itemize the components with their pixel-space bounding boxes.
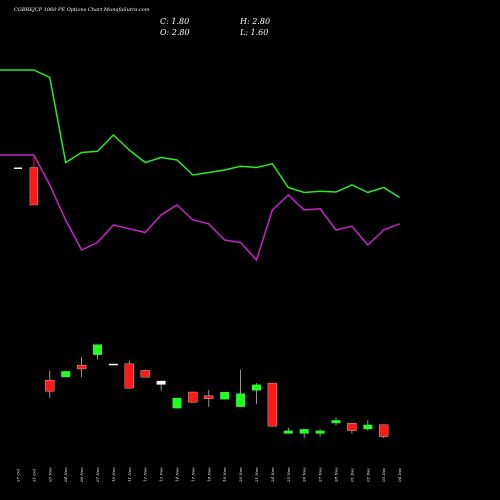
volume-candle [220,392,230,400]
green-line [0,69,400,199]
x-tick-label: 31 Oct [31,468,36,482]
close-value: C: 1.80 [160,17,189,26]
magenta-line [0,154,400,262]
x-tick-label: 27 Nov [318,467,323,483]
volume-candle [108,363,118,366]
volume-candle [315,430,325,434]
volume-candle [379,424,389,437]
x-tick-label: 21 Nov [254,467,259,483]
volume-candle [45,379,55,392]
x-tick-label: 10 Nov [111,467,116,482]
low-value: L: 1.60 [239,28,268,37]
volume-candle [188,391,198,403]
x-tick-label: 14 Nov [175,467,180,482]
volume-candle [267,382,278,427]
x-tick-label: 02 Dec [365,467,370,482]
x-tick-label: 11 Nov [127,467,132,482]
price-candles [14,157,39,206]
open-value: O: 2.80 [160,28,190,37]
x-tick-label: 27 Oct [16,468,21,483]
x-tick-label: 01 Dec [349,467,354,482]
x-tick-label: 20 Nov [238,467,243,483]
volume-candle [347,423,357,431]
volume-candle [363,424,373,430]
volume-candle [76,365,87,370]
volume-candle [124,363,134,389]
x-tick-label: 17 Nov [190,467,195,482]
volume-candle [204,395,214,399]
volume-candle [299,429,309,434]
x-tick-label: 04 Dec [397,467,402,482]
x-tick-label: 19 Nov [222,467,227,482]
chart-title: CGBREJCP 1060 PE Options Chart MunafaSut… [14,7,150,13]
indicator-lines [0,69,400,262]
x-tick-label: 25 Nov [286,467,291,483]
x-tick-label: 28 Nov [334,467,339,483]
x-tick-label: 26 Nov [302,467,307,483]
x-tick-label: 04 Nov [63,467,68,482]
volume-candle [283,430,293,434]
x-tick-label: 24 Nov [270,467,275,483]
volume-candle [140,370,150,378]
volume-candle [236,393,246,407]
volume-candle [252,384,261,391]
volume-candle [156,380,166,385]
price-candle [14,167,22,169]
x-tick-label: 03 Dec [381,467,386,482]
x-axis-ticks: 27 Oct 31 Oct 03 Nov 04 Nov 06 Nov 07 Nov 10 N… [16,467,403,483]
high-value: H: 2.80 [239,17,270,26]
volume-candles [45,344,389,439]
x-tick-label: 06 Nov [79,467,84,482]
x-tick-label: 13 Nov [159,467,164,482]
x-tick-label: 12 Nov [143,467,148,482]
volume-candle [331,420,341,424]
price-candle [29,167,39,206]
volume-candle [61,371,71,378]
x-tick-label: 07 Nov [95,467,100,482]
volume-candle [172,397,182,409]
volume-candle [93,344,102,355]
x-tick-label: 18 Nov [206,467,211,482]
x-tick-label: 03 Nov [47,467,52,482]
